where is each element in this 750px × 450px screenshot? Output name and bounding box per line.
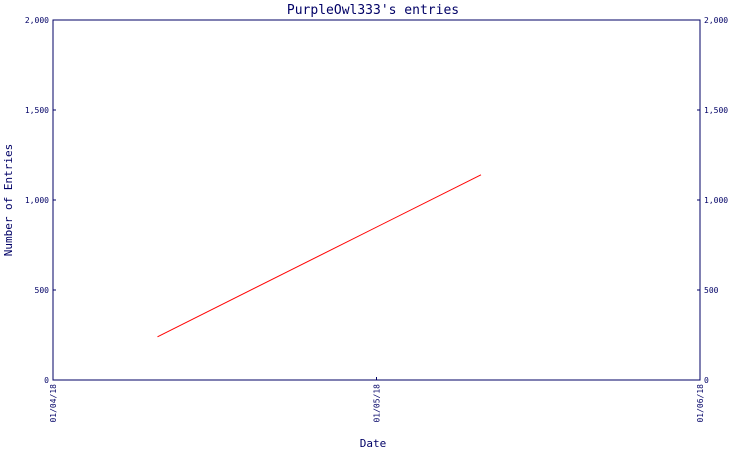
x-axis: 01/04/18 01/05/18 01/06/18 xyxy=(49,377,705,423)
right-y-axis: 0 500 1,000 1,500 2,000 xyxy=(697,16,728,385)
x-axis-label: Date xyxy=(360,437,387,450)
plot-frame xyxy=(52,19,701,381)
y-tick-label-right: 1,500 xyxy=(704,106,728,115)
chart-title: PurpleOwl333's entries xyxy=(287,3,459,18)
y-tick-label-left: 2,000 xyxy=(25,16,49,25)
y-tick-label-left: 500 xyxy=(35,286,50,295)
x-tick-label: 01/05/18 xyxy=(373,384,382,423)
x-tick-label: 01/06/18 xyxy=(696,384,705,423)
series-layer xyxy=(157,174,482,338)
y-tick-label-right: 2,000 xyxy=(704,16,728,25)
y-tick-label-right: 1,000 xyxy=(704,196,728,205)
y-tick-label-left: 1,500 xyxy=(25,106,49,115)
y-tick-label-right: 500 xyxy=(704,286,719,295)
y-tick-label-left: 1,000 xyxy=(25,196,49,205)
entries-series-line xyxy=(157,174,482,338)
x-tick-label: 01/04/18 xyxy=(49,384,58,423)
left-y-axis: 0 500 1,000 1,500 2,000 xyxy=(25,16,56,385)
y-tick-label-left: 0 xyxy=(44,376,49,385)
y-axis-label: Number of Entries xyxy=(2,144,15,257)
y-tick-label-right: 0 xyxy=(704,376,709,385)
